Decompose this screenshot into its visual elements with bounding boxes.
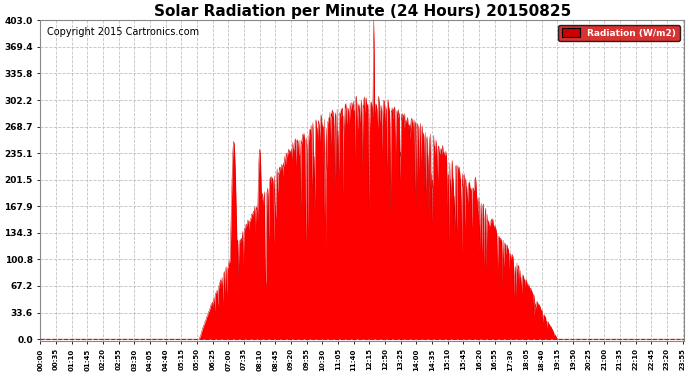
Legend: Radiation (W/m2): Radiation (W/m2) [558, 25, 680, 41]
Title: Solar Radiation per Minute (24 Hours) 20150825: Solar Radiation per Minute (24 Hours) 20… [154, 4, 571, 19]
Text: Copyright 2015 Cartronics.com: Copyright 2015 Cartronics.com [47, 27, 199, 37]
